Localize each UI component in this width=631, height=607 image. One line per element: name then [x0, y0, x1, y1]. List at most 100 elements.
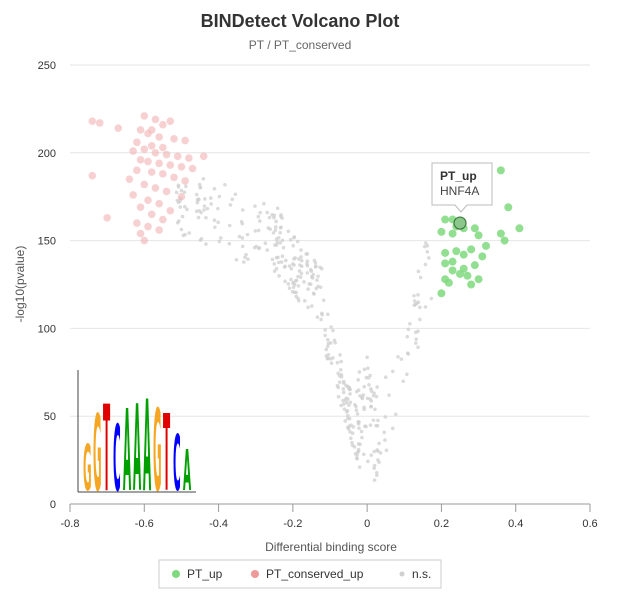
highlighted-point[interactable] — [453, 216, 467, 230]
pt-conserved-up-point[interactable] — [177, 163, 186, 171]
pt-conserved-up-point[interactable] — [155, 199, 163, 208]
ns-point — [279, 214, 283, 219]
ns-point — [278, 241, 283, 245]
pt-conserved-up-point[interactable] — [159, 170, 167, 178]
pt-conserved-up-point[interactable] — [136, 229, 145, 238]
pt-conserved-up-point[interactable] — [188, 164, 197, 173]
pt-up-point[interactable] — [448, 229, 457, 238]
pt-conserved-up-point[interactable] — [136, 156, 145, 164]
pt-up-point[interactable] — [482, 241, 490, 250]
pt-up-point[interactable] — [441, 248, 450, 257]
pt-conserved-up-point[interactable] — [170, 134, 178, 143]
pt-conserved-up-point[interactable] — [159, 120, 167, 129]
pt-conserved-up-point[interactable] — [140, 145, 149, 154]
pt-up-point[interactable] — [496, 229, 505, 238]
pt-conserved-up-point[interactable] — [125, 175, 134, 183]
pt-conserved-up-point[interactable] — [159, 143, 167, 152]
legend-item-ns[interactable]: n.s. — [399, 567, 432, 581]
pt-up-point[interactable] — [448, 257, 457, 266]
pt-conserved-up-point[interactable] — [133, 138, 141, 147]
pt-up-point[interactable] — [478, 252, 487, 261]
pt-up-point[interactable] — [452, 247, 461, 256]
ns-point — [306, 305, 310, 310]
ns-point — [325, 344, 330, 349]
pt-conserved-up-point[interactable] — [155, 226, 163, 234]
pt-conserved-up-point[interactable] — [129, 147, 137, 155]
pt-conserved-up-point[interactable] — [199, 152, 208, 161]
pt-conserved-up-point[interactable] — [170, 173, 178, 182]
pt-conserved-up-point[interactable] — [181, 177, 189, 185]
pt-conserved-up-point[interactable] — [129, 191, 137, 199]
pt-conserved-up-point[interactable] — [166, 206, 175, 215]
pt-conserved-up-point[interactable] — [136, 126, 145, 134]
pt-conserved-up-point[interactable] — [133, 166, 141, 175]
pt-conserved-up-point[interactable] — [173, 152, 182, 161]
pt-conserved-up-point[interactable] — [151, 184, 160, 192]
pt-conserved-up-point[interactable] — [144, 196, 152, 205]
pt-conserved-up-point[interactable] — [162, 187, 171, 196]
logo-letter: A — [183, 440, 191, 504]
pt-up-point[interactable] — [441, 215, 450, 224]
pt-conserved-up-point[interactable] — [147, 168, 156, 176]
ns-point — [263, 241, 268, 246]
pt-up-point[interactable] — [496, 166, 505, 175]
pt-conserved-up-point[interactable] — [88, 171, 97, 180]
ns-point — [287, 286, 292, 290]
pt-conserved-up-point[interactable] — [133, 219, 141, 227]
pt-conserved-up-point[interactable] — [155, 159, 163, 168]
pt-conserved-up-point[interactable] — [166, 161, 175, 169]
pt-conserved-up-point[interactable] — [155, 133, 163, 141]
pt-conserved-up-point[interactable] — [144, 129, 152, 138]
pt-up-point[interactable] — [474, 275, 483, 284]
pt-conserved-up-point[interactable] — [144, 157, 152, 166]
legend-item-pt-up[interactable]: PT_up — [172, 567, 223, 581]
pt-conserved-up-point[interactable] — [140, 112, 149, 120]
pt-conserved-up-point[interactable] — [185, 154, 193, 162]
pt-conserved-up-point[interactable] — [147, 210, 156, 219]
pt-conserved-up-point[interactable] — [136, 203, 145, 212]
pt-conserved-up-point[interactable] — [177, 192, 186, 201]
ns-point — [292, 257, 296, 261]
pt-conserved-up-point[interactable] — [114, 124, 123, 133]
pt-conserved-up-point[interactable] — [140, 180, 149, 189]
pt-conserved-up-point[interactable] — [166, 117, 175, 125]
pt-conserved-up-point[interactable] — [88, 117, 97, 125]
pt-conserved-up-point[interactable] — [147, 141, 156, 150]
pt-conserved-up-point[interactable] — [151, 115, 160, 124]
legend-item-pt-conserved-up[interactable]: PT_conserved_up — [251, 567, 364, 581]
pt-up-point[interactable] — [437, 289, 446, 298]
pt-conserved-up-point[interactable] — [151, 149, 160, 157]
ns-point — [357, 420, 361, 424]
pt-conserved-up-point[interactable] — [103, 213, 111, 222]
pt-up-point[interactable] — [470, 224, 479, 233]
pt-conserved-up-point[interactable] — [140, 236, 149, 245]
pt-up-point[interactable] — [456, 269, 464, 278]
pt-up-point[interactable] — [470, 261, 479, 270]
pt-conserved-up-point[interactable] — [181, 136, 189, 145]
pt-up-point[interactable] — [459, 250, 468, 259]
pt-up-point[interactable] — [504, 203, 513, 212]
ns-point — [412, 299, 417, 303]
ns-point — [177, 219, 181, 223]
ns-point — [374, 394, 379, 399]
legend-marker-ns — [399, 571, 405, 577]
ns-point — [335, 360, 340, 365]
pt-conserved-up-point[interactable] — [95, 119, 104, 127]
pt-up-point[interactable] — [448, 266, 457, 275]
pt-up-point[interactable] — [463, 271, 472, 280]
ns-point — [418, 275, 423, 280]
pt-up-point[interactable] — [500, 236, 509, 245]
pt-up-point[interactable] — [441, 259, 450, 268]
pt-up-point[interactable] — [444, 278, 453, 287]
pt-up-point[interactable] — [467, 280, 476, 289]
pt-up-point[interactable] — [515, 224, 524, 233]
pt-conserved-up-point[interactable] — [144, 222, 152, 231]
pt-up-point[interactable] — [467, 245, 476, 254]
ns-point — [287, 264, 292, 268]
pt-up-point[interactable] — [437, 227, 446, 236]
pt-up-point[interactable] — [474, 231, 483, 240]
ns-point — [195, 200, 200, 205]
pt-conserved-up-point[interactable] — [162, 150, 171, 159]
pt-conserved-up-point[interactable] — [159, 215, 167, 224]
ns-point — [429, 296, 434, 301]
